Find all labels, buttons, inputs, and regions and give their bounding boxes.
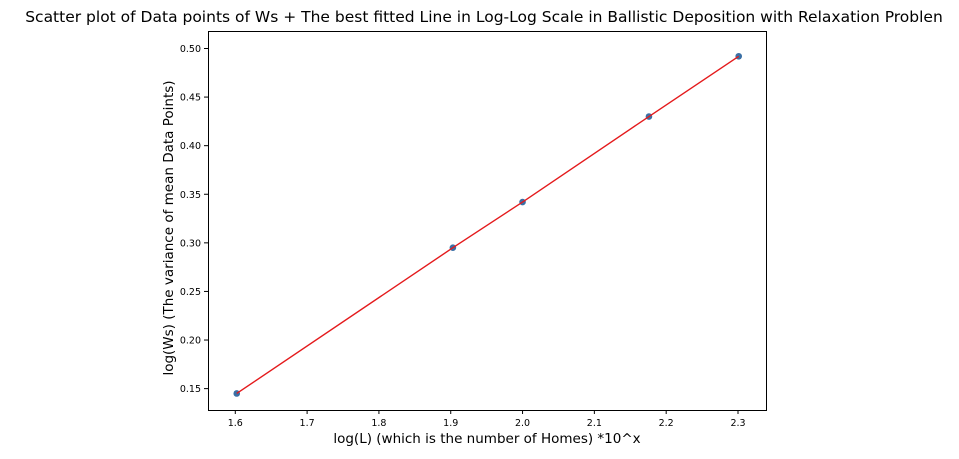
x-tick-label: 2.3	[730, 418, 745, 429]
x-tick-label: 2.0	[515, 418, 530, 429]
x-tick-label: 2.1	[587, 418, 602, 429]
y-tick-label: 0.50	[180, 44, 201, 55]
x-tick-label: 1.8	[371, 418, 386, 429]
x-axis-label: log(L) (which is the number of Homes) *1…	[333, 431, 640, 447]
x-tick-label: 1.9	[443, 418, 458, 429]
x-tick-label: 1.6	[228, 418, 243, 429]
y-tick-label: 0.45	[180, 93, 201, 104]
chart-title: Scatter plot of Data points of Ws + The …	[25, 8, 943, 26]
plot-area: 1.6 1.7 1.8 1.9 2.0 2.1 2.2 2.3 0.15 0.20 0.25 0.30…	[180, 31, 767, 429]
y-tick-label: 0.35	[180, 190, 201, 201]
x-tick-label: 2.2	[659, 418, 674, 429]
y-tick-label: 0.30	[180, 238, 201, 249]
plot-frame	[208, 31, 767, 411]
fitted-line	[236, 55, 740, 395]
y-tick-label: 0.15	[180, 384, 201, 395]
y-tick-label: 0.25	[180, 287, 201, 298]
x-tick-label: 1.7	[300, 418, 315, 429]
y-axis-label: log(Ws) (The variance of mean Data Point…	[161, 80, 177, 375]
y-tick-label: 0.40	[180, 141, 201, 152]
y-tick-label: 0.20	[180, 336, 201, 347]
